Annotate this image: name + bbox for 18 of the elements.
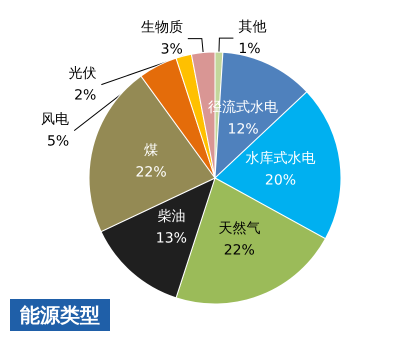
data-label: 13% bbox=[156, 230, 187, 247]
data-label: 12% bbox=[228, 121, 259, 138]
data-label: 20% bbox=[264, 172, 296, 189]
data-label: 22% bbox=[136, 164, 167, 181]
slice-label: 天然气 bbox=[218, 220, 260, 236]
text: 能源类型 bbox=[20, 303, 100, 327]
data-label: 22% bbox=[224, 242, 255, 258]
slice-label: 光伏 bbox=[68, 66, 96, 82]
slice-label: 生物质 bbox=[140, 20, 183, 36]
slice-label: 煤 bbox=[144, 142, 158, 159]
data-label: 3% bbox=[160, 42, 183, 58]
slice-label: 水库式水电 bbox=[245, 150, 316, 167]
data-label: 5% bbox=[46, 134, 70, 150]
data-label: 2% bbox=[74, 88, 96, 104]
slice-label: 风电 bbox=[41, 112, 70, 128]
slice-label: 柴油 bbox=[157, 208, 186, 225]
slice-label: 其他 bbox=[238, 19, 266, 36]
data-label: 1% bbox=[238, 41, 261, 58]
